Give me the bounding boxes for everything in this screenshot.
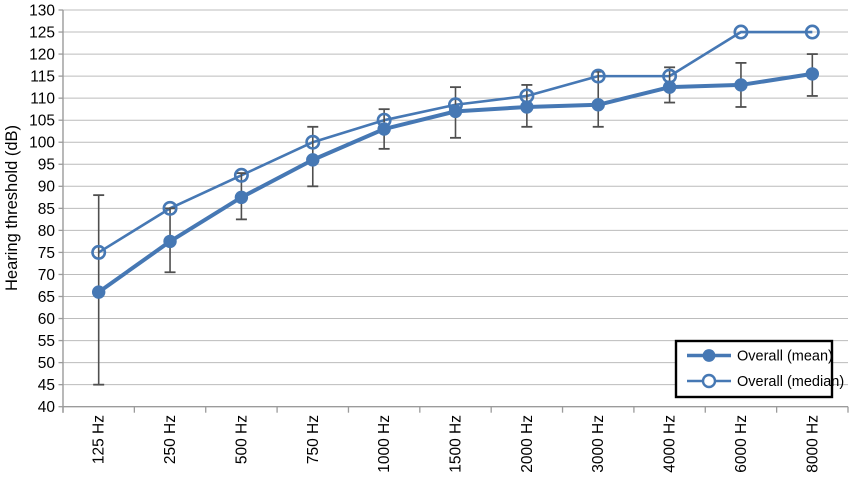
gridlines (58, 9, 848, 408)
mean-marker (234, 190, 249, 205)
y-tick-label: 75 (38, 245, 55, 262)
x-tick-label: 125 Hz (91, 415, 108, 464)
legend-mean-label: Overall (mean) (737, 349, 833, 365)
y-tick-label: 120 (29, 47, 55, 64)
median-marker (233, 167, 249, 183)
y-tick-label: 85 (38, 201, 55, 218)
x-axis-labels: 125 Hz 250 Hz 500 Hz 750 Hz 1000 Hz 1500 Hz 20… (91, 415, 822, 473)
median-marker (733, 24, 749, 40)
x-tick-label: 3000 Hz (590, 415, 607, 473)
y-tick-label: 105 (29, 113, 55, 130)
error-bars (93, 53, 818, 386)
y-tick-label: 100 (29, 135, 55, 152)
y-axis-title: Hearing threshold (dB) (3, 125, 21, 291)
y-tick-label: 110 (30, 91, 55, 108)
legend-median-marker-icon (701, 373, 717, 389)
y-tick-label: 65 (38, 289, 55, 306)
mean-marker (306, 153, 320, 167)
x-tick-label: 500 Hz (233, 415, 250, 464)
median-marker (305, 134, 321, 150)
median-marker (447, 97, 463, 113)
y-tick-label: 40 (38, 399, 56, 416)
y-tick-label: 50 (38, 355, 56, 372)
legend-item-median: Overall (median) (687, 373, 844, 390)
mean-marker (591, 98, 605, 112)
legend-mean-marker-icon (702, 349, 716, 362)
x-tick-label: 6000 Hz (733, 415, 750, 473)
median-marker (662, 68, 678, 84)
mean-marker (520, 100, 534, 114)
y-tick-label: 115 (30, 69, 55, 86)
median-marker (162, 200, 178, 216)
mean-marker (662, 80, 677, 94)
y-tick-label: 95 (38, 157, 55, 174)
legend-box (674, 339, 834, 399)
y-tick-label: 130 (29, 2, 55, 19)
x-tick-label: 8000 Hz (804, 415, 821, 473)
legend: Overall (mean) Overall (median) (674, 339, 844, 399)
legend-median-label: Overall (median) (737, 374, 844, 390)
median-marker (91, 244, 107, 260)
x-tick-label: 250 Hz (162, 415, 179, 464)
median-marker (804, 24, 820, 40)
plot-layer: 130 125 120 115 110 105 100 95 90 85 80 75 70 65 60 55 5… (29, 2, 849, 473)
y-tick-label: 80 (38, 223, 56, 240)
x-tick-label: 4000 Hz (662, 415, 679, 473)
y-tick-label: 70 (38, 267, 56, 284)
y-tick-label: 125 (29, 24, 55, 41)
x-tick-label: 2000 Hz (519, 415, 536, 473)
x-tick-label: 1000 Hz (376, 415, 393, 473)
legend-item-mean: Overall (mean) (687, 349, 833, 365)
mean-marker (734, 78, 748, 92)
x-tick-label: 750 Hz (305, 415, 322, 464)
median-marker (590, 68, 606, 84)
x-tick-label: 1500 Hz (448, 415, 465, 473)
median-marker (376, 112, 392, 128)
mean-marker (805, 67, 820, 81)
y-tick-label: 55 (38, 333, 55, 350)
y-tick-label: 90 (38, 179, 56, 196)
median-marker (519, 88, 535, 104)
y-tick-label: 60 (38, 311, 56, 328)
y-tick-label: 45 (38, 377, 55, 394)
mean-marker (163, 234, 177, 249)
mean-marker (91, 285, 106, 299)
y-axis-labels: 130 125 120 115 110 105 100 95 90 85 80 75 70 65 60 55 5… (29, 2, 55, 416)
